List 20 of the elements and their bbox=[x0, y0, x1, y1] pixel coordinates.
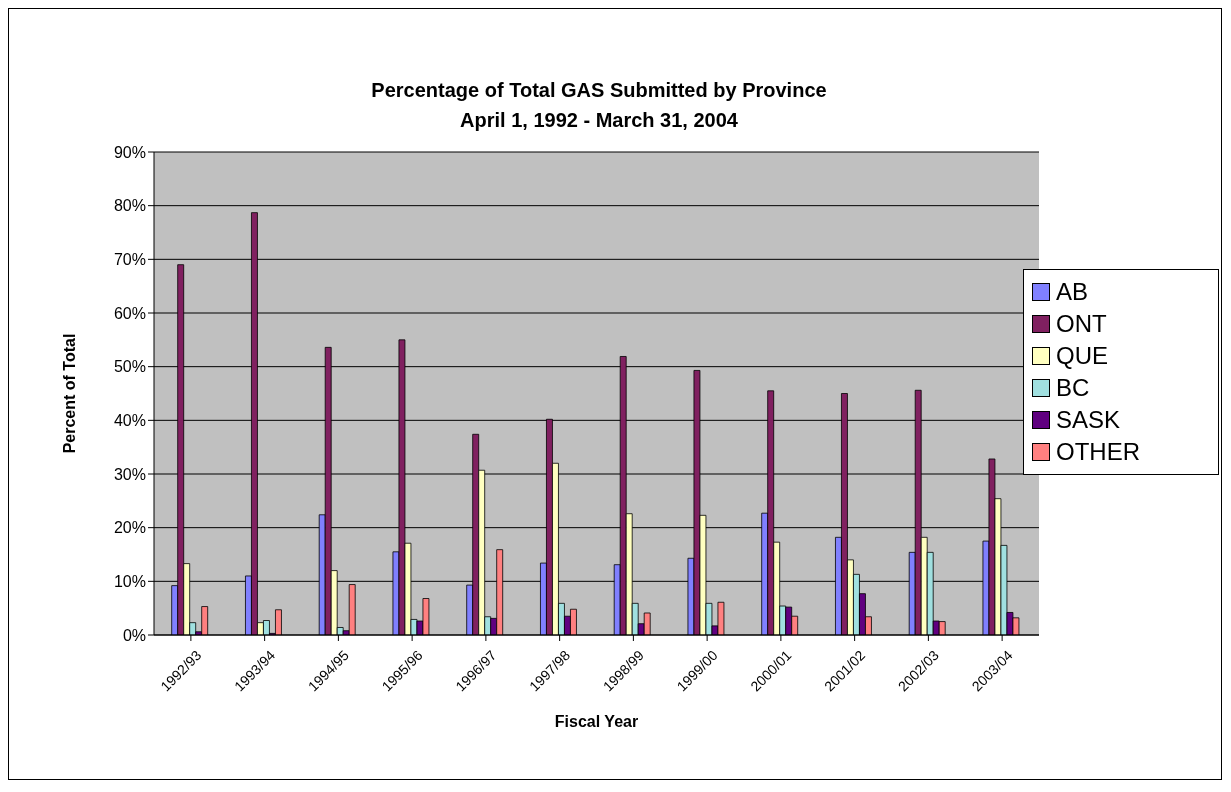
chart-subtitle: April 1, 1992 - March 31, 2004 bbox=[459, 108, 739, 133]
y-tick-label: 80% bbox=[113, 197, 146, 215]
y-tick-label: 0% bbox=[122, 626, 146, 644]
y-tick-label: 20% bbox=[113, 519, 146, 537]
legend-label: BC bbox=[1056, 374, 1090, 402]
x-axis-title: Fiscal Year bbox=[554, 713, 639, 730]
y-tick-label: 50% bbox=[113, 358, 146, 376]
legend-label: OTHER bbox=[1056, 438, 1140, 466]
chart-title: Percentage of Total GAS Submitted by Province bbox=[370, 78, 828, 103]
legend-label: AB bbox=[1056, 278, 1089, 306]
y-tick-label: 10% bbox=[113, 573, 146, 591]
y-tick-label: 70% bbox=[113, 251, 146, 269]
y-axis-title: Percent of Total bbox=[60, 333, 78, 454]
y-tick-label: 40% bbox=[113, 412, 146, 430]
legend-label: ONT bbox=[1056, 310, 1107, 338]
legend-label: SASK bbox=[1056, 406, 1121, 434]
y-tick-label: 30% bbox=[113, 465, 146, 483]
legend-label: QUE bbox=[1056, 342, 1109, 370]
y-tick-label: 90% bbox=[113, 143, 146, 161]
y-tick-label: 60% bbox=[113, 304, 146, 322]
